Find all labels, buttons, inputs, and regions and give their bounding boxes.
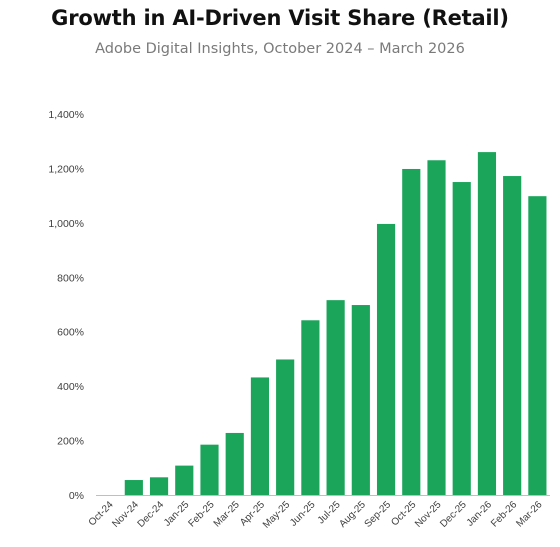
y-tick-label: 1,000% <box>48 218 84 230</box>
bar-nov-24 <box>124 480 143 495</box>
bar-jan-26 <box>477 152 497 495</box>
bar-series <box>124 152 547 496</box>
y-tick-label: 600% <box>57 327 84 339</box>
x-tick-label: Mar-26 <box>514 499 544 529</box>
x-tick-label: Sep-25 <box>363 499 394 530</box>
x-tick-label: Jun-25 <box>288 499 318 529</box>
y-tick-label: 200% <box>57 436 84 448</box>
x-tick-label: Feb-25 <box>186 499 216 529</box>
y-tick-label: 0% <box>69 490 84 502</box>
bar-jun-25 <box>301 320 320 495</box>
x-tick-label: Nov-24 <box>110 499 141 530</box>
x-tick-label: Aug-25 <box>337 499 368 530</box>
chart-title: Growth in AI-Driven Visit Share (Retail) <box>51 6 509 30</box>
bar-oct-25 <box>402 168 421 496</box>
bar-dec-25 <box>452 182 471 496</box>
y-tick-label: 400% <box>57 381 84 393</box>
bar-dec-24 <box>149 477 169 495</box>
chart-subtitle: Adobe Digital Insights, October 2024 – M… <box>95 41 465 57</box>
x-tick-label: May-25 <box>261 499 293 531</box>
bar-nov-25 <box>427 160 446 495</box>
x-axis-ticks: Oct-24Nov-24Dec-24Jan-25Feb-25Mar-25Apr-… <box>87 499 545 531</box>
y-tick-label: 800% <box>57 272 84 284</box>
bar-sep-25 <box>376 223 396 495</box>
bar-mar-26 <box>528 196 547 496</box>
y-tick-label: 1,400% <box>48 109 84 121</box>
y-axis-ticks: 0% 200% 400% 600% 800% 1,000% 1,200% 1,400% <box>48 109 84 502</box>
x-tick-label: Feb-26 <box>489 499 519 529</box>
bar-jul-25 <box>326 300 345 495</box>
bar-mar-25 <box>225 432 244 495</box>
x-tick-label: Dec-25 <box>438 499 469 530</box>
bar-aug-25 <box>351 305 370 495</box>
x-tick-label: Jan-26 <box>465 499 495 529</box>
bar-apr-25 <box>250 377 270 495</box>
x-tick-label: Jan-25 <box>162 499 192 529</box>
x-tick-label: Dec-24 <box>136 499 167 530</box>
x-tick-label: Mar-25 <box>212 499 242 529</box>
bar-feb-26 <box>503 176 522 495</box>
bar-may-25 <box>276 359 295 495</box>
y-tick-label: 1,200% <box>48 163 84 175</box>
x-tick-label: Nov-25 <box>413 499 444 530</box>
bar-feb-25 <box>200 444 219 495</box>
bar-jan-25 <box>175 465 194 495</box>
